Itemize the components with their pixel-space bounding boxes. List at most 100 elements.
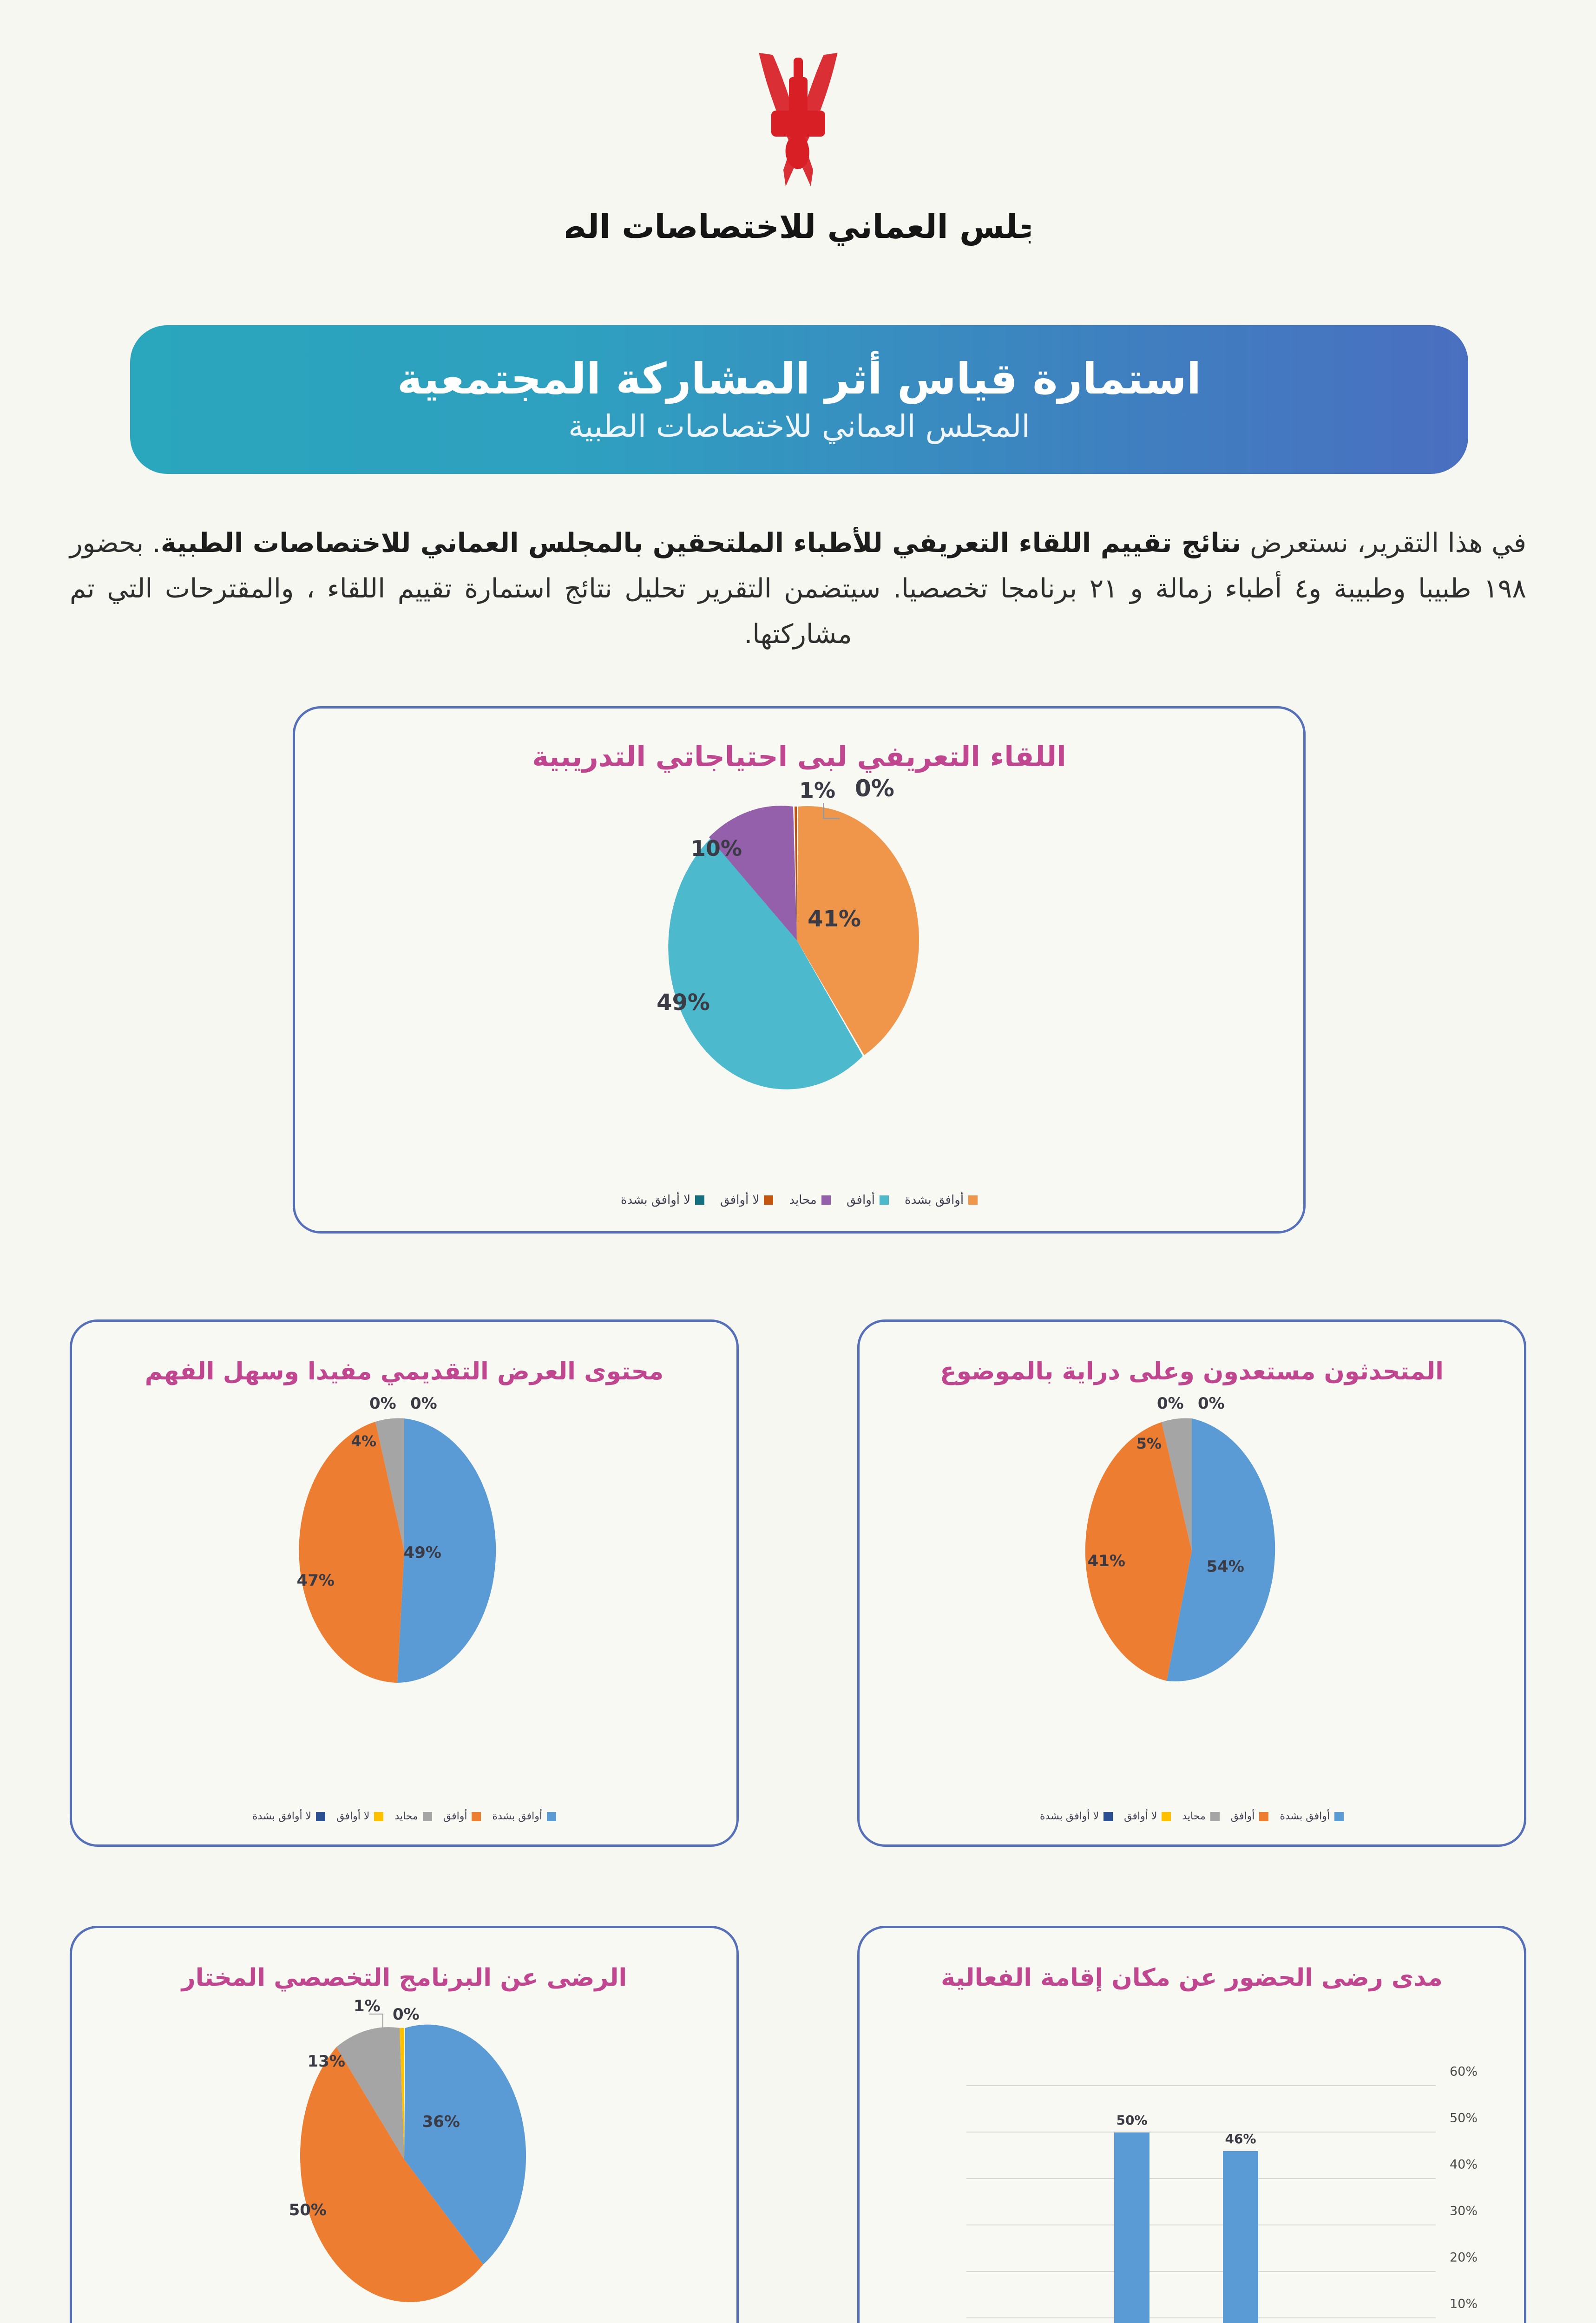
legend-label: أوافق بشدة — [492, 1811, 542, 1822]
legend-item[interactable]: أوافق — [443, 1811, 481, 1822]
legend-item[interactable]: لا أوافق — [336, 1811, 384, 1822]
pie-value-neutral: 10% — [691, 836, 742, 861]
legend-label: محايد — [394, 1811, 418, 1822]
leader-line — [382, 2014, 383, 2028]
gridline — [966, 2271, 1436, 2272]
legend-swatch-icon — [374, 1811, 384, 1821]
chart-legend: أوافق بشدة أوافق محايد لا أوافق لا أوافق… — [72, 1811, 736, 1822]
chart-title: محتوى العرض التقديمي مفيدا وسهل الفهم — [144, 1358, 664, 1385]
legend-item[interactable]: محايد — [394, 1811, 432, 1822]
pie-chart-presentation-content: 49% 47% 4% — [297, 1418, 496, 1683]
pie-value-strongly-agree: 41% — [808, 906, 861, 932]
legend-swatch-icon — [695, 1195, 705, 1205]
legend-swatch-icon — [546, 1811, 556, 1821]
bar-partly[interactable] — [1114, 2133, 1149, 2323]
chart-legend: أوافق بشدة أوافق محايد لا أوافق لا أوافق… — [295, 1193, 1303, 1207]
legend-swatch-icon — [1210, 1811, 1220, 1821]
pie-value-neutral: 5% — [1136, 1435, 1162, 1452]
legend-swatch-icon — [1162, 1811, 1171, 1821]
chart-title: اللقاء التعريفي لبى احتياجاتي التدريبية — [532, 741, 1066, 773]
gridline — [966, 2085, 1436, 2086]
legend-label: لا أوافق — [1124, 1811, 1157, 1822]
legend-item[interactable]: لا أوافق بشدة — [1040, 1811, 1113, 1822]
pie-area: 1% 0% 36% 50% 13% — [72, 1992, 736, 2317]
bar-yes[interactable] — [1223, 2151, 1258, 2323]
legend-swatch-icon — [1259, 1811, 1269, 1821]
pie-chart-speakers-knowledge: 54% 41% 5% — [1085, 1418, 1275, 1681]
pie-slice-agree — [668, 839, 863, 1089]
legend-item[interactable]: لا أوافق بشدة — [620, 1193, 705, 1207]
pie-chart-training-needs: 41% 49% 10% — [657, 806, 919, 1089]
intro-part-2: . بحضور ١٩٨ طبيبا وطبيبة و٤ أطباء زمالة … — [70, 528, 1526, 650]
banner-subtitle: المجلس العماني للاختصاصات الطبية — [568, 408, 1030, 444]
bar-plot-area: 0 % 10% 20% 30% 40% 50% 60% 4% لا 50% جز… — [966, 2065, 1478, 2323]
chart-card-program-satisfaction: الرضى عن البرنامج التخصصي المختار 1% 0% … — [70, 1926, 739, 2323]
legend-item[interactable]: أوافق — [847, 1193, 889, 1207]
intro-bold-1: نتائج تقييم اللقاء التعريفي للأطباء المل… — [160, 528, 1241, 558]
pie-callout-1pct: 1% — [354, 1996, 381, 2015]
leader-line — [823, 803, 824, 819]
omsb-crest: المجلس العماني للاختصاصات الطبية — [0, 50, 1596, 254]
legend-swatch-icon — [764, 1195, 774, 1205]
legend-item[interactable]: أوافق بشدة — [492, 1811, 556, 1822]
legend-label: لا أوافق بشدة — [252, 1811, 312, 1822]
pie-value-agree: 41% — [1088, 1552, 1125, 1570]
legend-label: أوافق بشدة — [1280, 1811, 1330, 1822]
pie-callout-0pct: 0% — [393, 2005, 420, 2024]
legend-item[interactable]: أوافق بشدة — [1280, 1811, 1344, 1822]
intro-paragraph: في هذا التقرير، نستعرض نتائج تقييم اللقا… — [70, 520, 1526, 657]
gridline — [966, 2317, 1436, 2318]
pie-callout-0pct: 0% — [855, 775, 894, 802]
legend-swatch-icon — [316, 1811, 326, 1821]
pie-slice-agree — [299, 1421, 404, 1683]
legend-swatch-icon — [1334, 1811, 1344, 1821]
pie-callout-1pct: 1% — [799, 778, 836, 803]
y-axis-tick: 30% — [1450, 2204, 1478, 2218]
y-axis-tick: 60% — [1450, 2064, 1478, 2079]
legend-item[interactable]: محايد — [789, 1193, 831, 1207]
legend-swatch-icon — [821, 1195, 831, 1205]
legend-swatch-icon — [422, 1811, 432, 1821]
pie-callout-0pct-b: 0% — [410, 1394, 437, 1413]
title-banner: استمارة قياس أثر المشاركة المجتمعية المج… — [130, 325, 1468, 474]
legend-label: أوافق — [846, 1193, 875, 1207]
chart-card-speakers-knowledge: المتحدثون مستعدون وعلى دراية بالموضوع 0%… — [857, 1319, 1526, 1847]
pie-slice-not-really — [400, 2028, 404, 2159]
legend-item[interactable]: لا أوافق — [1124, 1811, 1171, 1822]
legend-item[interactable]: محايد — [1182, 1811, 1220, 1822]
legend-item[interactable]: أوافق بشدة — [905, 1193, 978, 1207]
pie-slice-strongly-agree — [797, 806, 919, 1055]
pie-slice-neutral — [709, 806, 797, 940]
pie-value-inspiring: 50% — [289, 2201, 327, 2219]
legend-swatch-icon — [879, 1195, 889, 1205]
chart-title: مدى رضى الحضور عن مكان إقامة الفعالية — [941, 1964, 1443, 1992]
oman-national-emblem-icon — [758, 52, 838, 187]
pie-slice-neutral — [375, 1418, 404, 1551]
leader-line — [823, 818, 840, 819]
pie-value-strongly-agree: 49% — [404, 1543, 441, 1562]
pie-value-agree: 47% — [297, 1571, 335, 1590]
pie-callout-0pct-a: 0% — [369, 1394, 396, 1413]
pie-slice-agree — [1085, 1422, 1192, 1681]
y-axis-tick: 20% — [1450, 2250, 1478, 2265]
legend-label: لا أوافق بشدة — [620, 1193, 691, 1207]
bar-value-yes: 46% — [1225, 2131, 1256, 2146]
y-axis-tick: 40% — [1450, 2157, 1478, 2172]
banner-title: استمارة قياس أثر المشاركة المجتمعية — [397, 354, 1202, 404]
chart-card-training-needs: اللقاء التعريفي لبى احتياجاتي التدريبية … — [293, 706, 1306, 1234]
y-axis-tick: 50% — [1450, 2111, 1478, 2126]
chart-card-presentation-content: محتوى العرض التقديمي مفيدا وسهل الفهم 0%… — [70, 1319, 739, 1847]
pie-slice-disagree — [795, 806, 797, 940]
legend-label: لا أوافق بشدة — [1040, 1811, 1099, 1822]
pie-area: 0% 0% 49% 47% 4% — [72, 1386, 736, 1706]
legend-item[interactable]: لا أوافق — [720, 1193, 774, 1207]
legend-item[interactable]: لا أوافق بشدة — [252, 1811, 326, 1822]
pie-value-neutral: 4% — [351, 1432, 376, 1450]
legend-item[interactable]: أوافق — [1231, 1811, 1269, 1822]
pie-slice-strongly-agree — [397, 1418, 496, 1683]
pie-value-somewhat: 13% — [308, 2052, 345, 2071]
omsb-wordmark-text: المجلس العماني للاختصاصات الطبية — [566, 208, 1031, 246]
legend-swatch-icon — [472, 1811, 481, 1821]
legend-swatch-icon — [968, 1195, 978, 1205]
